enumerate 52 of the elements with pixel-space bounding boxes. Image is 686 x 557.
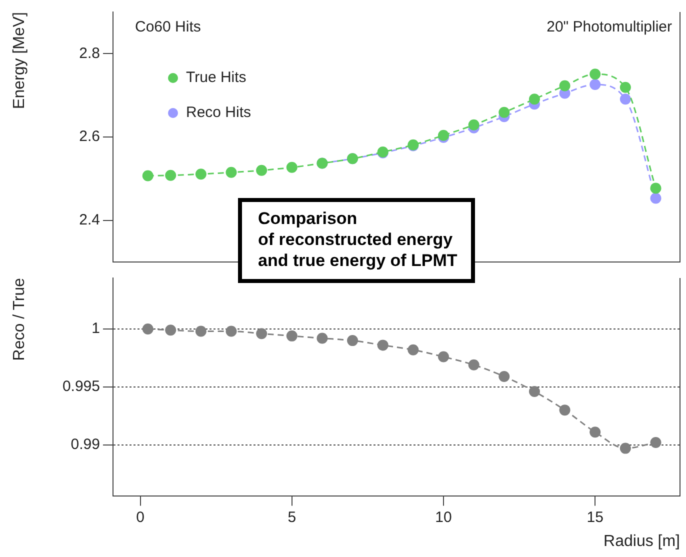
point (620, 94, 631, 105)
point (650, 182, 662, 194)
point (468, 359, 480, 370)
point (528, 386, 540, 398)
legend-label: Reco Hits (186, 104, 252, 122)
annotation: Co60 Hits (135, 18, 201, 36)
point (559, 404, 570, 416)
point (408, 344, 419, 356)
legend-label: True Hits (186, 69, 246, 86)
point (377, 340, 388, 351)
y-tick-label: 0.99 (70, 436, 100, 453)
point (195, 168, 206, 180)
point (165, 324, 176, 336)
point (559, 80, 570, 92)
x-axis-title: Radius [m] (604, 532, 680, 550)
point (256, 328, 268, 340)
point (286, 330, 298, 342)
y-tick-label: 2.8 (79, 44, 100, 62)
x-tick-label: 0 (136, 508, 144, 526)
point (316, 332, 328, 344)
point (650, 437, 662, 448)
point (528, 94, 540, 105)
point (165, 170, 176, 181)
y-tick-label: 2.4 (79, 211, 100, 228)
point (590, 79, 601, 90)
point (590, 426, 601, 438)
annotation: Comparison of reconstructed energy and true energy of LPMT (238, 198, 476, 283)
y-axis-title: Energy [MeV] (11, 12, 28, 109)
point (226, 166, 237, 178)
point (142, 170, 154, 182)
point (142, 323, 154, 334)
point (650, 192, 662, 204)
annotation: 20" Photomultiplier (546, 18, 672, 36)
y-axis-title: Reco / True (11, 278, 28, 361)
point (256, 164, 268, 176)
y-tick-label: 0.995 (62, 378, 100, 396)
point (468, 119, 480, 130)
x-tick-label: 15 (586, 508, 604, 526)
point (226, 326, 237, 337)
point (590, 68, 601, 80)
y-tick-label: 1 (92, 320, 100, 338)
point (286, 162, 298, 173)
point (620, 82, 631, 93)
x-tick-label: 10 (435, 508, 452, 526)
point (498, 370, 510, 382)
x-tick-label: 5 (288, 508, 296, 526)
y-tick-label: 2.6 (79, 128, 100, 146)
point (498, 106, 510, 118)
point (347, 335, 358, 346)
point (438, 351, 449, 362)
point (195, 326, 206, 337)
point (620, 442, 631, 454)
